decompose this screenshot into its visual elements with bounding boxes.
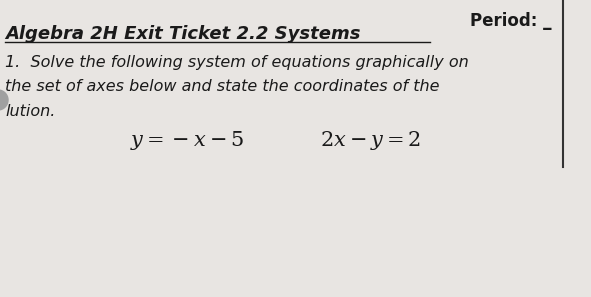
Text: Algebra 2H Exit Ticket 2.2 Systems: Algebra 2H Exit Ticket 2.2 Systems <box>5 25 361 43</box>
Text: $y = -x - 5$: $y = -x - 5$ <box>130 129 244 152</box>
Text: the set of axes below and state the coordinates of the: the set of axes below and state the coor… <box>5 79 440 94</box>
Text: Period: _: Period: _ <box>470 12 551 30</box>
Text: 1.  Solve the following system of equations graphically on: 1. Solve the following system of equatio… <box>5 55 469 70</box>
Circle shape <box>0 90 8 110</box>
Text: lution.: lution. <box>5 104 56 119</box>
Text: $2x - y = 2$: $2x - y = 2$ <box>320 129 421 152</box>
